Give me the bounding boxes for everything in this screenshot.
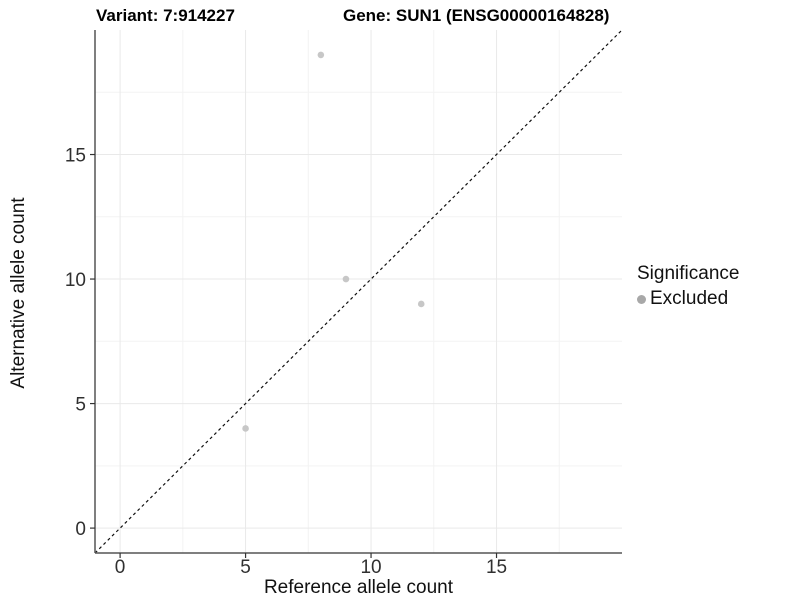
legend-item-label: Excluded [650, 288, 729, 309]
x-axis-label: Reference allele count [263, 577, 454, 598]
identity-line [94, 29, 623, 554]
data-point [417, 300, 425, 308]
data-point [317, 51, 325, 59]
plot-title-variant: Variant: 7:914227 [96, 6, 235, 25]
legend: Significance Excluded [637, 263, 739, 310]
legend-item-excluded: Excluded [637, 288, 739, 310]
y-axis-label: Alternative allele count [8, 197, 29, 389]
x-tick-label: 10 [360, 557, 381, 578]
x-tick-label: 15 [486, 557, 507, 578]
y-tick-label: 10 [65, 270, 86, 291]
data-point [242, 425, 249, 432]
x-tick-label: 5 [240, 557, 251, 578]
legend-title: Significance [637, 263, 740, 284]
y-tick-label: 15 [65, 146, 86, 167]
legend-point-icon [637, 294, 646, 304]
plot-title-gene: Gene: SUN1 (ENSG00000164828) [343, 6, 610, 25]
y-tick-label: 5 [75, 395, 86, 416]
y-tick-label: 0 [75, 519, 86, 540]
data-point [342, 275, 350, 283]
x-tick-label: 0 [115, 557, 126, 578]
